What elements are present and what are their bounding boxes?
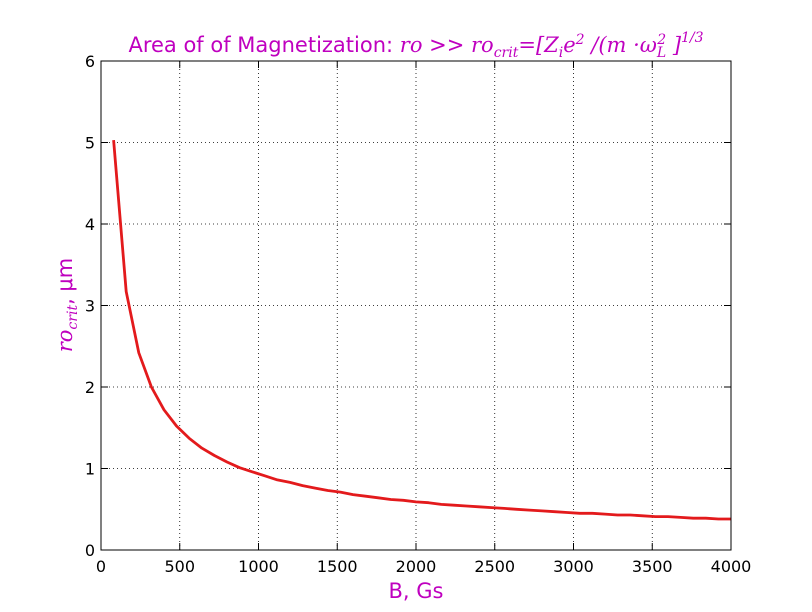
ylabel-rest: , μm — [53, 258, 77, 305]
grid — [101, 61, 731, 550]
title-close: ] — [666, 33, 682, 57]
ylabel-math-ro: ro — [53, 330, 77, 353]
y-tick-labels: 0 1 2 3 4 5 6 — [85, 52, 95, 560]
x-tick-label: 3000 — [553, 557, 594, 576]
y-tick-label: 2 — [85, 378, 95, 397]
x-tick-label: 3500 — [632, 557, 673, 576]
title-sub-L: L — [656, 45, 666, 61]
title-e: e — [563, 33, 575, 57]
x-tick-label: 2000 — [396, 557, 437, 576]
series-line — [112, 139, 731, 521]
chart-title: Area of of Magnetization: ro >> rocrit=[… — [128, 30, 703, 61]
y-tick-label: 0 — [85, 541, 95, 560]
title-sub-i: i — [559, 45, 563, 61]
title-sup-2b: 2 — [656, 32, 666, 48]
y-axis-label: rocrit, μm — [53, 258, 81, 353]
title-sup-13: 1/3 — [681, 30, 704, 46]
ticks — [100, 60, 732, 551]
y-tick-label: 4 — [85, 215, 95, 234]
x-tick-label: 4000 — [711, 557, 752, 576]
y-tick-label: 6 — [85, 52, 95, 71]
ylabel-sub-crit: crit — [65, 305, 81, 330]
series-layer — [112, 139, 731, 521]
y-tick-label: 5 — [85, 134, 95, 153]
x-tick-label: 1500 — [317, 557, 358, 576]
x-tick-label: 0 — [96, 557, 106, 576]
y-tick-label: 1 — [85, 460, 95, 479]
x-axis-label: B, Gs — [389, 579, 444, 603]
title-div: /(m ·ω — [585, 33, 657, 57]
y-tick-label: 3 — [85, 297, 95, 316]
x-tick-label: 1000 — [238, 557, 279, 576]
title-sup-2a: 2 — [575, 32, 585, 48]
title-prefix: Area of of Magnetization: — [128, 33, 399, 57]
x-tick-label: 500 — [164, 557, 195, 576]
x-tick-label: 2500 — [474, 557, 515, 576]
title-eq: =[Z — [518, 33, 559, 57]
title-math-ro-2: ro — [471, 33, 494, 57]
title-mid: >> — [422, 33, 471, 57]
x-tick-labels: 0 500 1000 1500 2000 2500 3000 3500 4000 — [96, 557, 751, 576]
title-math-ro: ro — [400, 33, 423, 57]
title-sub-crit: crit — [494, 45, 519, 61]
